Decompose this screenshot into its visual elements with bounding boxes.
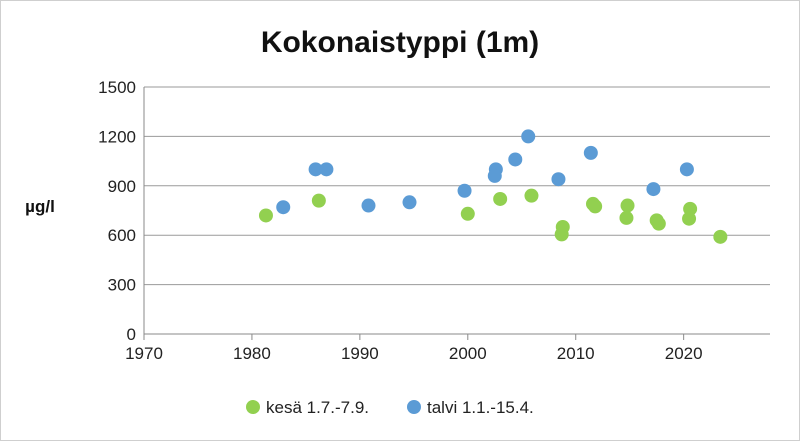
point-kesa [713,229,728,244]
point-kesa [493,191,508,206]
gridlines [144,86,770,286]
point-talvi [583,145,598,160]
legend-label: kesä 1.7.-7.9. [266,398,369,417]
point-kesa [311,193,326,208]
point-talvi [487,168,502,183]
point-kesa [619,210,634,225]
y-tick-label: 300 [108,276,136,295]
y-tick-label: 600 [108,226,136,245]
point-talvi [508,152,523,167]
point-talvi [646,182,661,197]
axes [143,87,770,340]
point-kesa [258,208,273,223]
legend: kesä 1.7.-7.9. talvi 1.1.-15.4. [246,398,534,417]
legend-label: talvi 1.1.-15.4. [427,398,534,417]
y-tick-label: 900 [108,177,136,196]
point-kesa [460,206,475,221]
point-talvi [457,183,472,198]
point-kesa [682,211,697,226]
point-talvi [551,172,566,187]
legend-marker [246,400,260,414]
data-points [258,129,728,244]
tick-labels: 0 300 600 900 1200 1500 1970 1980 1990 2000 2010 20… [98,78,702,363]
point-talvi [319,162,334,177]
point-talvi [361,198,376,213]
point-talvi [402,195,417,210]
point-kesa [524,188,539,203]
point-talvi [521,129,536,144]
x-tick-label: 2000 [449,344,487,363]
x-tick-label: 1980 [233,344,271,363]
y-axis-label: µg/l [25,197,55,216]
chart-title: Kokonaistyppi (1m) [261,26,539,59]
x-tick-label: 2020 [665,344,703,363]
point-kesa [588,199,603,214]
x-tick-label: 1990 [341,344,379,363]
point-talvi [679,162,694,177]
legend-marker [407,400,421,414]
point-kesa [651,216,666,231]
point-talvi [308,162,323,177]
point-kesa [554,227,569,242]
y-tick-label: 0 [127,325,136,344]
x-tick-label: 1970 [125,344,163,363]
point-kesa [620,198,635,213]
y-tick-label: 1200 [98,127,136,146]
x-tick-label: 2010 [557,344,595,363]
y-tick-label: 1500 [98,78,136,97]
point-talvi [276,200,291,215]
